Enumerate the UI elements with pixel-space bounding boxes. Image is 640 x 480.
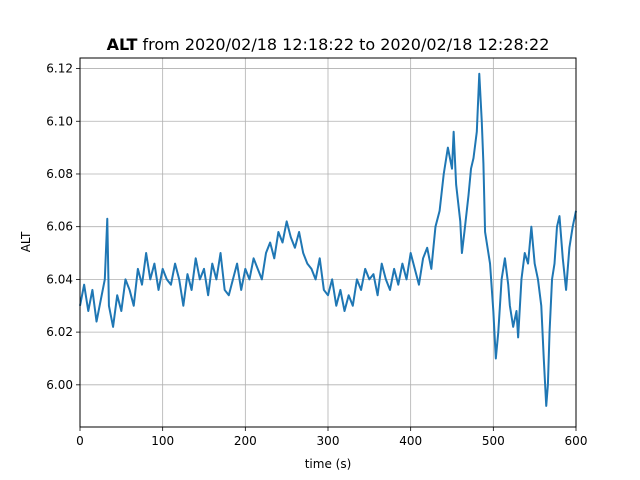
x-axis-ticks: 0 100 200 300 400 500 600 (76, 427, 587, 448)
y-tick-label: 6.00 (46, 378, 73, 392)
chart-title-rest: from 2020/02/18 12:18:22 to 2020/02/18 1… (137, 35, 549, 54)
x-tick-label: 600 (565, 434, 588, 448)
y-axis-ticks: 6.00 6.02 6.04 6.06 6.08 6.10 6.12 (46, 62, 80, 392)
y-tick-label: 6.12 (46, 62, 73, 76)
x-tick-label: 100 (151, 434, 174, 448)
y-axis-label: ALT (19, 231, 33, 252)
x-tick-label: 200 (234, 434, 257, 448)
x-axis-label: time (s) (305, 457, 352, 471)
x-tick-label: 0 (76, 434, 84, 448)
x-tick-label: 400 (399, 434, 422, 448)
y-tick-label: 6.08 (46, 167, 73, 181)
x-tick-label: 500 (482, 434, 505, 448)
data-series-line (79, 72, 577, 407)
y-tick-label: 6.10 (46, 114, 73, 128)
chart-title: ALT from 2020/02/18 12:18:22 to 2020/02/… (107, 35, 550, 54)
grid (79, 58, 577, 427)
y-tick-label: 6.06 (46, 220, 73, 234)
y-tick-label: 6.04 (46, 272, 73, 286)
y-tick-label: 6.02 (46, 325, 73, 339)
x-tick-label: 300 (317, 434, 340, 448)
chart-title-bold: ALT (107, 35, 138, 54)
series-line-0 (79, 72, 577, 407)
